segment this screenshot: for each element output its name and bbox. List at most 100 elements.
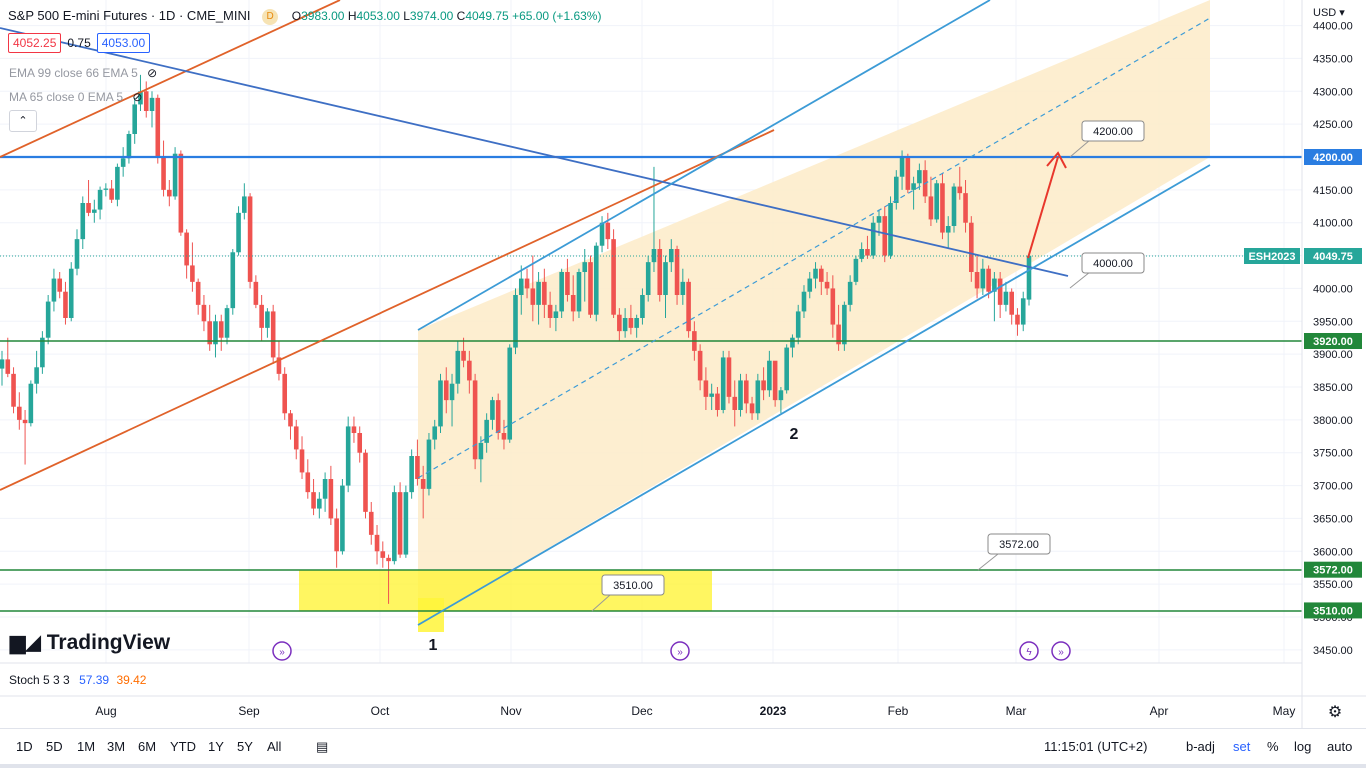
candle-body — [374, 534, 380, 552]
candle-body — [22, 419, 28, 424]
candle-body — [576, 272, 582, 312]
candle-body — [207, 321, 213, 345]
candle-body — [455, 350, 461, 384]
candle-body — [807, 278, 813, 292]
range-5d-button[interactable]: 5D — [46, 739, 63, 754]
candle-body — [449, 383, 455, 401]
candle-body — [934, 183, 939, 220]
candle-body — [640, 295, 645, 318]
candle-body — [438, 380, 443, 427]
candle-body — [80, 203, 86, 240]
range-3m-button[interactable]: 3M — [107, 739, 126, 754]
eye-crossed-icon[interactable]: ⊘ — [147, 66, 158, 80]
svg-text:»: » — [677, 647, 683, 658]
price-level-tag-text: 3920.00 — [1313, 336, 1353, 348]
candle-body — [836, 324, 841, 345]
gear-icon[interactable]: ⚙ — [1327, 704, 1343, 721]
candle-body — [893, 176, 899, 203]
candle-body — [409, 456, 414, 493]
price-tick-label: 4100.00 — [1313, 218, 1353, 230]
candle-body — [720, 357, 726, 410]
price-level-tag — [1304, 602, 1362, 619]
price-tick-label: 4250.00 — [1313, 119, 1353, 131]
stoch-label: Stoch 5 3 3 — [9, 673, 70, 687]
log-button[interactable]: log — [1294, 739, 1312, 754]
candle-body — [230, 252, 236, 309]
candle-body — [224, 308, 230, 338]
candle-body — [432, 426, 438, 440]
candle-body — [634, 318, 639, 328]
candle-body — [876, 216, 882, 223]
currency-selector[interactable]: USD ▾ — [1313, 7, 1345, 19]
candle-body — [253, 281, 259, 305]
stoch-legend[interactable]: Stoch 5 3 3 57.39 39.42 — [9, 673, 146, 687]
candle-body — [138, 91, 143, 105]
candle-body — [657, 249, 663, 295]
price-tick-label: 3650.00 — [1313, 513, 1353, 525]
auto-button[interactable]: auto — [1327, 739, 1353, 754]
candle-body — [420, 479, 426, 489]
collapse-legend-button[interactable]: ⌃ — [9, 110, 37, 132]
candle-body — [553, 311, 559, 318]
candle-body — [668, 249, 674, 263]
range-ytd-button[interactable]: YTD — [170, 739, 196, 754]
candle-body — [149, 97, 155, 111]
date-range-icon[interactable]: ▤ — [316, 739, 329, 754]
range-all-button[interactable]: All — [267, 739, 282, 754]
range-1d-button[interactable]: 1D — [16, 739, 33, 754]
candle-body — [34, 367, 39, 384]
percent-button[interactable]: % — [1267, 739, 1279, 754]
buy-price-button[interactable]: 4053.00 — [96, 33, 151, 53]
candle-body — [247, 196, 253, 282]
set-button[interactable]: set — [1233, 739, 1251, 754]
split-event-icon[interactable]: ϟ — [1019, 641, 1039, 661]
time-tick-label: Sep — [238, 704, 260, 718]
candle-body — [242, 196, 247, 213]
candle-body — [686, 281, 691, 332]
candle-body — [801, 291, 807, 312]
sell-price-button[interactable]: 4052.25 — [8, 33, 62, 53]
bottom-toolbar: 1D 5D 1M 3M 6M YTD 1Y 5Y All ▤ 11:15:01 … — [0, 728, 1366, 765]
range-1y-button[interactable]: 1Y — [208, 739, 224, 754]
candle-body — [830, 288, 836, 325]
candle-body — [363, 452, 368, 512]
candle-body — [92, 209, 97, 213]
indicator-ma[interactable]: MA 65 close 0 EMA 5 ⊘ — [9, 90, 142, 104]
b-adj-button[interactable]: b-adj — [1186, 739, 1215, 754]
candle-body — [784, 347, 789, 391]
candle-body — [63, 291, 68, 318]
orange-trendline-lower — [0, 129, 775, 491]
range-5y-button[interactable]: 5Y — [237, 739, 253, 754]
candle-body — [628, 318, 634, 328]
price-axis — [1302, 0, 1366, 700]
candle-body — [167, 189, 172, 197]
indicator-ema[interactable]: EMA 99 close 66 EMA 5 ⊘ — [9, 66, 157, 80]
candle-body — [40, 337, 45, 368]
candle-body — [997, 278, 1003, 305]
indicator-ema-label: EMA 99 close 66 EMA 5 — [9, 66, 138, 80]
eye-crossed-icon[interactable]: ⊘ — [132, 90, 143, 104]
candle-body — [1020, 298, 1026, 325]
candle-body — [911, 183, 916, 190]
dividend-event-icon-3[interactable]: » — [1051, 641, 1071, 661]
dividend-event-icon-1[interactable]: » — [272, 641, 292, 661]
candle-body — [1003, 291, 1009, 305]
range-6m-button[interactable]: 6M — [138, 739, 157, 754]
candle-body — [969, 222, 974, 272]
candle-body — [109, 188, 114, 200]
callout-3572-text: 3572.00 — [999, 539, 1039, 551]
candle-body — [5, 359, 11, 374]
blue-descending-line — [0, 27, 1069, 277]
clock-time[interactable]: 11:15:01 (UTC+2) — [1044, 739, 1148, 754]
symbol-title[interactable]: S&P 500 E-mini Futures · 1D · CME_MINI — [8, 8, 251, 23]
dividend-event-icon-2[interactable]: » — [670, 641, 690, 661]
market-status-icon: D — [262, 8, 279, 25]
candle-body — [617, 314, 622, 332]
forecast-arrow-head — [1046, 151, 1067, 169]
tradingview-logo: ▆◢ TradingView — [10, 631, 171, 654]
price-level-tag — [1304, 333, 1362, 349]
candle-body — [824, 281, 830, 289]
candle-body — [518, 278, 524, 295]
range-1m-button[interactable]: 1M — [77, 739, 96, 754]
